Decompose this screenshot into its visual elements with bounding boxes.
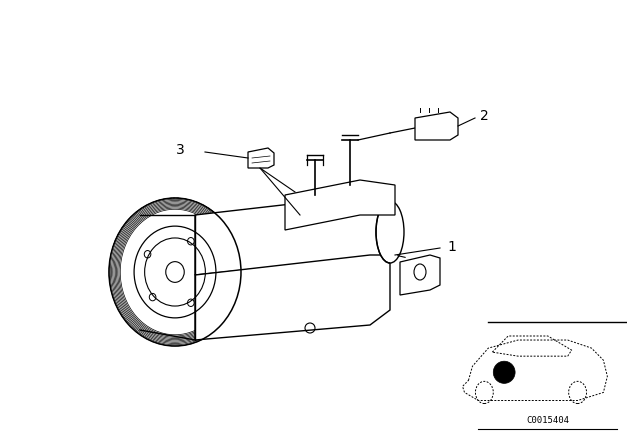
Polygon shape	[415, 112, 458, 140]
Text: 1: 1	[447, 240, 456, 254]
Polygon shape	[285, 180, 395, 230]
Polygon shape	[195, 255, 390, 340]
Text: 3: 3	[176, 143, 185, 157]
Polygon shape	[400, 255, 440, 295]
Text: 2: 2	[480, 109, 489, 123]
Polygon shape	[248, 148, 274, 168]
Polygon shape	[195, 195, 390, 275]
Ellipse shape	[376, 201, 404, 263]
